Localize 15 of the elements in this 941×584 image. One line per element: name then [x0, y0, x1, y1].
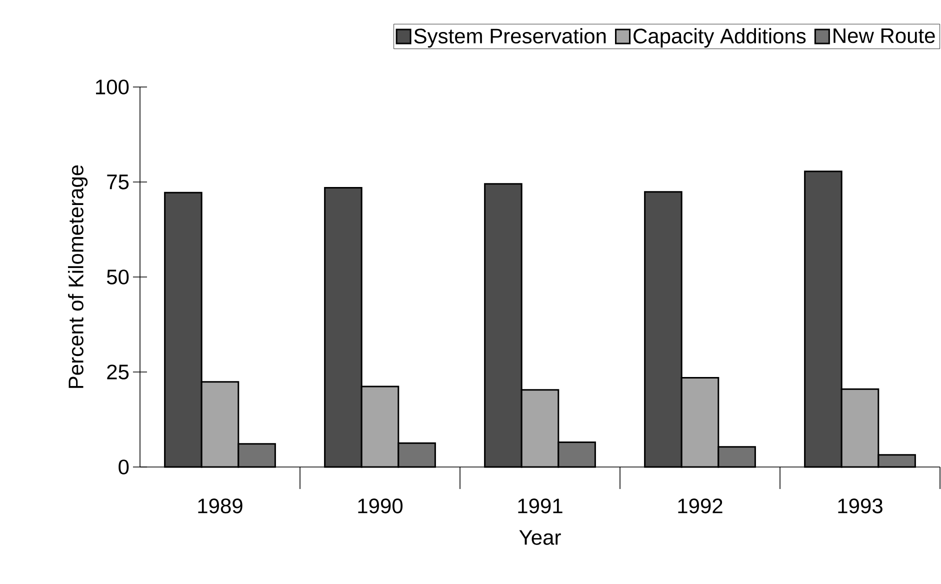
x-tick-label: 1990	[358, 498, 403, 514]
legend-label: New Route	[834, 28, 935, 44]
y-tick-label: 0	[118, 460, 129, 474]
x-tick-label: 1993	[838, 498, 882, 514]
legend-label: System Preservation	[414, 28, 606, 48]
y-axis-title: Percent of Kilometerage	[68, 165, 88, 388]
x-tick-label: 1991	[518, 498, 562, 514]
y-tick-label: 50	[106, 270, 129, 284]
x-tick-label: 1989	[198, 498, 242, 514]
y-tick-label: 100	[96, 80, 129, 94]
x-axis-title: Year	[519, 530, 561, 545]
y-tick-label: 75	[107, 174, 129, 190]
legend-label: Capacity Additions	[634, 28, 806, 48]
y-tick-label: 25	[107, 364, 129, 380]
x-tick-label: 1992	[678, 498, 722, 514]
